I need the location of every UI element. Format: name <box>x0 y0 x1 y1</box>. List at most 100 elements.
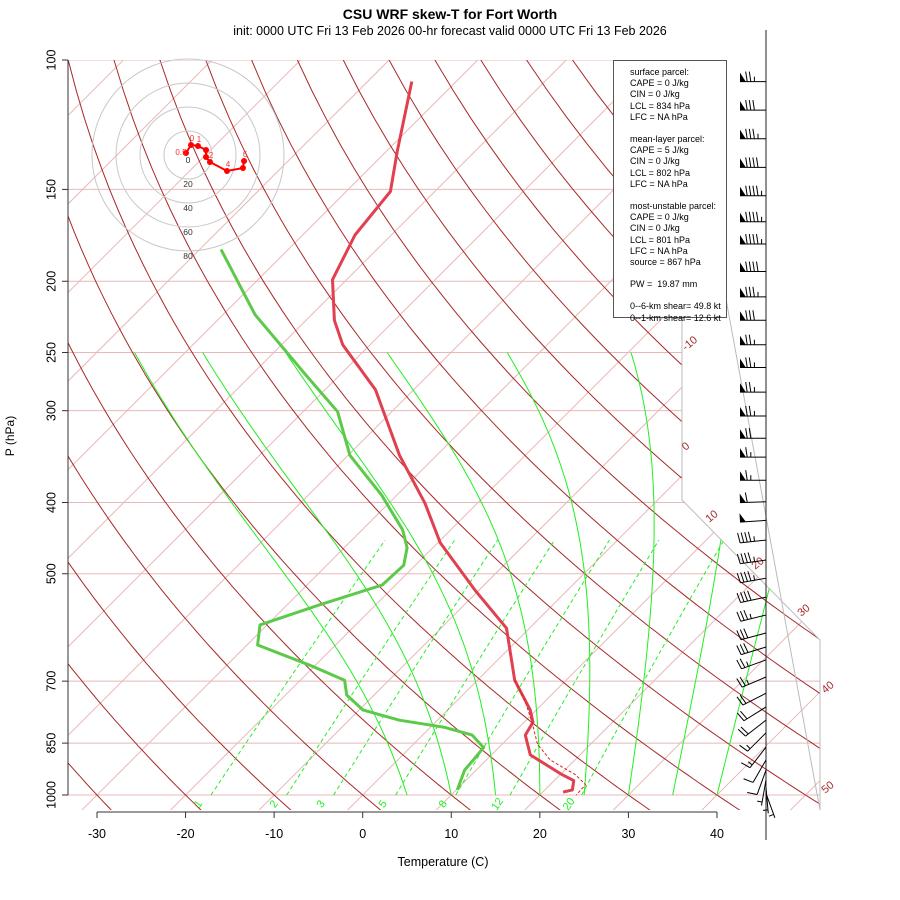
wind-barb <box>743 759 767 783</box>
hodograph-height-label: 0 <box>190 134 195 143</box>
moist-adiabat-line <box>134 352 408 796</box>
wind-barb-staff <box>741 676 767 688</box>
isotherm-line <box>258 60 820 810</box>
chart-title: CSU WRF skew-T for Fort Worth <box>342 6 558 22</box>
x-tick-label: 0 <box>359 827 366 841</box>
mixing-ratio-line <box>395 539 555 796</box>
hodograph-ring-label: 60 <box>183 227 193 237</box>
wind-barb-staff <box>740 632 767 641</box>
wind-barb-staff <box>740 596 767 604</box>
dewpoint-profile <box>219 248 486 791</box>
mixing-ratio-label: 3 <box>314 798 327 810</box>
wind-barb-full <box>739 629 745 640</box>
x-tick-label: 20 <box>533 827 547 841</box>
wind-barb-half <box>753 556 756 562</box>
hodograph-point <box>203 154 209 161</box>
isotherm-line <box>68 60 406 810</box>
dry-adiabat-line <box>68 60 472 810</box>
wind-barb-full <box>744 492 748 503</box>
wind-barb <box>736 643 767 656</box>
isotherm-line <box>523 60 820 810</box>
wind-barb <box>736 628 767 641</box>
wind-barb <box>740 447 766 458</box>
isotherm-label: 20 <box>750 555 767 572</box>
moist-adiabat-line <box>506 352 591 796</box>
wind-barb <box>740 185 766 197</box>
wind-barb-full <box>736 678 743 688</box>
precipitable-water: PW = 19.87 mm <box>630 279 698 290</box>
background-lines <box>68 60 820 810</box>
y-axis-label: P (hPa) <box>3 416 17 456</box>
moist-adiabat-line <box>202 352 452 796</box>
wind-barb-full <box>740 532 745 543</box>
wind-barb-full <box>748 71 752 82</box>
parcel-info-box: surface parcel: CAPE = 0 J/kg CIN = 0 J/kg… <box>613 60 727 323</box>
wind-barb-half <box>768 813 774 817</box>
wind-barb <box>736 658 767 670</box>
wind-barb-staff <box>740 559 767 565</box>
wind-barb-full <box>736 712 745 722</box>
hodograph-height-label: 6 <box>243 150 248 159</box>
wind-barb-staff <box>765 787 769 814</box>
dry-adiabat-line <box>68 60 382 810</box>
wind-barb-full <box>739 744 748 752</box>
wind-barb-full <box>745 310 748 321</box>
wind-barb-full <box>752 286 755 297</box>
wind-barb-full <box>752 233 755 245</box>
info-line: CAPE = 0 J/kg <box>630 212 689 223</box>
wind-barb-full <box>739 676 746 687</box>
isotherm-line <box>81 60 820 810</box>
dry-adiabat-line <box>251 60 820 810</box>
wind-barb-full <box>739 610 745 621</box>
wind-barb <box>740 211 766 223</box>
isotherm-line <box>701 60 820 810</box>
wind-barb-full <box>747 792 758 796</box>
wind-barb-full <box>756 157 759 168</box>
mixing-ratio-label: 8 <box>437 798 450 810</box>
isotherm-label: 30 <box>796 602 813 619</box>
wind-barb-half <box>757 800 763 803</box>
wind-barb <box>736 552 767 565</box>
x-tick-label: 40 <box>710 827 724 841</box>
wind-barb-flag <box>740 311 746 321</box>
wind-barb-full <box>752 185 755 196</box>
wind-barb-flag <box>740 72 746 82</box>
wind-barb-flag <box>740 358 746 368</box>
hodograph-height-label: 2 <box>209 151 214 160</box>
wind-barb-full <box>745 286 748 297</box>
isotherm-line <box>68 60 318 810</box>
wind-barb-full <box>752 128 755 139</box>
dry-adiabat-line <box>68 60 562 810</box>
isotherm-label: 40 <box>820 679 837 696</box>
wind-barb-full <box>740 726 749 735</box>
wind-barb-full <box>748 185 752 196</box>
info-line: LCL = 834 hPa <box>630 100 690 111</box>
mixing-ratio-label: 1 <box>192 798 205 810</box>
dry-adiabat-line <box>68 60 292 810</box>
wind-barb-staff <box>740 539 767 544</box>
dry-adiabat-line <box>388 60 820 810</box>
wind-barb-full <box>745 128 748 139</box>
wind-barb-full <box>745 428 748 439</box>
wind-barb-flag <box>740 383 746 393</box>
wind-barb-full <box>736 611 742 622</box>
wind-barb-full <box>748 128 752 139</box>
wind-barb <box>740 746 767 769</box>
dry-adiabat-line <box>159 60 820 810</box>
hodograph-ring <box>163 130 213 180</box>
wind-barb-full <box>748 334 752 345</box>
isotherm-line <box>68 60 141 810</box>
wind-barb-full <box>756 261 759 272</box>
wind-barb-flag <box>740 287 746 297</box>
y-tick-label: 300 <box>44 400 58 421</box>
dry-adiabat-line <box>113 60 741 810</box>
wind-barb <box>736 706 767 722</box>
wind-barb-half <box>746 661 749 667</box>
y-tick-label: 200 <box>44 271 58 292</box>
dry-adiabat-line <box>68 60 202 810</box>
wind-barb-full <box>744 532 748 543</box>
y-tick-label: 700 <box>44 671 58 692</box>
wind-barb <box>736 610 767 622</box>
wind-barb-flag <box>740 235 746 245</box>
wind-barb-full <box>748 381 752 393</box>
